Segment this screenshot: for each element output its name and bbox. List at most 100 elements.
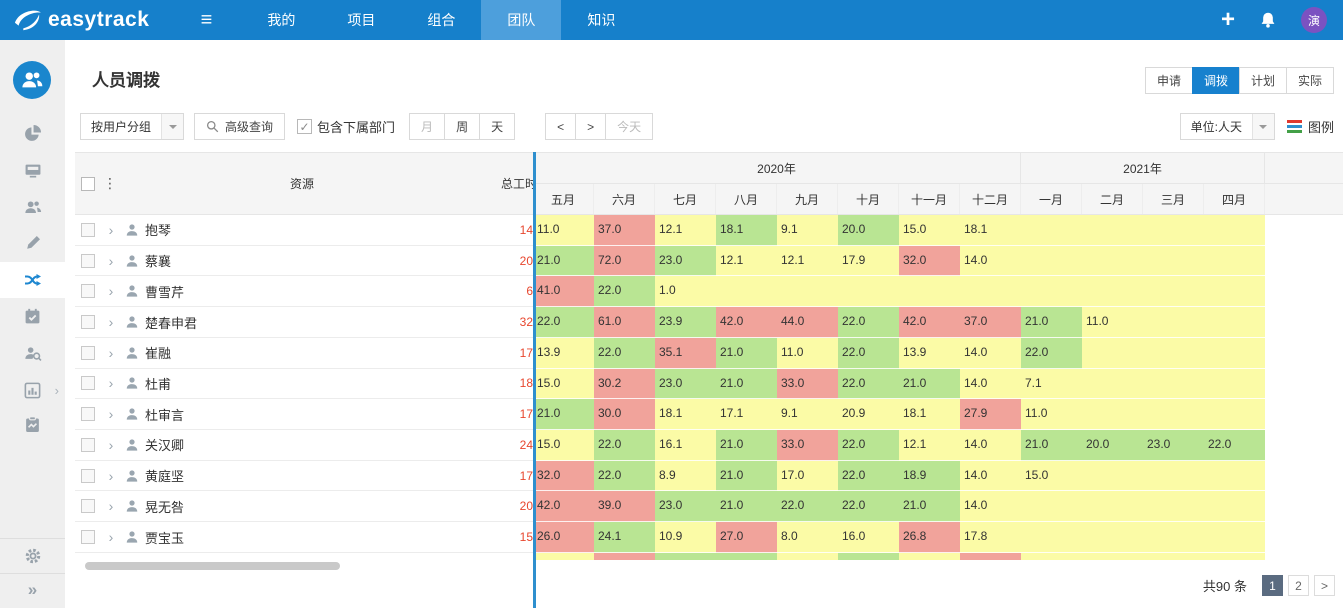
date-nav-button-1[interactable]: < — [545, 113, 577, 140]
date-nav-button-2[interactable]: > — [575, 113, 607, 140]
row-checkbox[interactable] — [81, 315, 95, 330]
sidebar-item-assessment[interactable] — [0, 406, 65, 442]
expand-chevron-icon[interactable]: › — [108, 406, 114, 423]
page-button-2[interactable]: 2 — [1288, 575, 1309, 596]
allocation-cell: 18.1 — [655, 399, 716, 431]
row-checkbox[interactable] — [81, 284, 95, 299]
column-menu-kebab-icon[interactable]: ⋮ — [103, 175, 117, 191]
sidebar-item-workbench[interactable] — [0, 152, 65, 188]
page-button-1[interactable]: 1 — [1262, 575, 1283, 596]
allocation-cell: 20.9 — [838, 399, 899, 431]
allocation-cell: 21.0 — [716, 491, 777, 523]
resource-row-left[interactable]: › 崔融 17 — [75, 338, 533, 369]
chevron-down-icon — [1251, 114, 1274, 139]
expand-chevron-icon[interactable]: › — [108, 498, 114, 515]
create-plus-icon[interactable]: + — [1220, 6, 1235, 33]
sidebar-item-schedule[interactable] — [0, 298, 65, 334]
resource-row-left[interactable]: › 黄庭坚 17 — [75, 461, 533, 492]
allocation-cell: 11.0 — [1082, 307, 1143, 338]
expand-chevron-icon[interactable]: › — [108, 467, 114, 484]
expand-chevron-icon[interactable]: › — [108, 436, 114, 453]
expand-chevron-icon[interactable]: › — [108, 283, 114, 300]
table-row: › 杜审言 17 21.0 30.0 18.1 17.1 9.1 20.9 18.1 27.9 11.… — [75, 399, 1343, 431]
select-all-checkbox[interactable] — [81, 176, 95, 191]
sidebar-item-collapse-sidebar[interactable]: » — [0, 572, 65, 608]
allocation-cell: 21.0 — [716, 460, 777, 492]
expand-chevron-icon[interactable]: › — [108, 314, 114, 331]
unit-value: 单位:人天 — [1190, 120, 1242, 134]
include-sub-dept-checkbox[interactable]: ✓ 包含下属部门 — [297, 117, 395, 136]
group-by-select[interactable]: 按用户分组 — [80, 113, 185, 140]
sidebar-item-team[interactable] — [0, 189, 65, 225]
view-tab-调拨[interactable]: 调拨 — [1191, 67, 1240, 94]
table-header-left: ⋮ 资源 总工时 — [75, 153, 533, 214]
view-tab-申请[interactable]: 申请 — [1144, 67, 1193, 94]
resource-row-left[interactable]: › 杜审言 17 — [75, 399, 533, 431]
expand-chevron-icon[interactable]: › — [108, 221, 114, 238]
resource-row-left[interactable]: › 关汉卿 24 — [75, 430, 533, 461]
nav-item-1[interactable]: 我的 — [267, 12, 296, 28]
unit-select[interactable]: 单位:人天 — [1179, 113, 1275, 140]
expand-chevron-icon[interactable]: › — [108, 529, 114, 546]
allocation-cell — [1082, 337, 1143, 369]
allocation-cell: 9.1 — [777, 215, 838, 246]
resource-row-left[interactable]: › 蔡襄 20 — [75, 246, 533, 277]
legend-label[interactable]: 图例 — [1307, 120, 1334, 135]
advanced-query-button[interactable]: 高级查询 — [194, 113, 286, 140]
resource-row-left[interactable]: › 杜甫 18 — [75, 369, 533, 400]
column-resize-divider[interactable] — [533, 152, 536, 608]
row-checkbox[interactable] — [81, 345, 95, 360]
row-checkbox[interactable] — [81, 253, 95, 268]
easytrack-logo[interactable]: easytrack — [0, 7, 149, 33]
resource-row-left[interactable]: › 抱琴 14 — [75, 215, 533, 246]
allocation-cell: 1.0 — [655, 276, 716, 308]
notifications-bell-icon[interactable] — [1259, 11, 1277, 29]
legend-icon[interactable] — [1286, 120, 1302, 133]
row-checkbox[interactable] — [81, 499, 95, 514]
nav-item-5[interactable]: 知识 — [587, 12, 616, 28]
period-button-3[interactable]: 天 — [479, 113, 516, 140]
person-icon — [121, 254, 143, 268]
resource-row-left[interactable]: › 贾宝玉 15 — [75, 522, 533, 553]
expand-chevron-icon[interactable]: › — [108, 252, 114, 269]
resource-row-left[interactable]: › 曹雪芹 6 — [75, 276, 533, 308]
date-nav-button-3[interactable]: 今天 — [605, 113, 654, 140]
horizontal-scrollbar-thumb[interactable] — [85, 562, 340, 570]
period-button-1[interactable]: 月 — [409, 113, 446, 140]
allocation-cell — [1143, 276, 1204, 308]
period-button-2[interactable]: 周 — [444, 113, 481, 140]
row-checkbox[interactable] — [81, 376, 95, 391]
table-row: › 杜甫 18 15.0 30.2 23.0 21.0 33.0 22.0 21.0 14.0 7.1 — [75, 368, 1343, 400]
total-hours-value: 17 — [519, 468, 533, 483]
row-checkbox[interactable] — [81, 437, 95, 452]
next-page-button[interactable]: > — [1314, 575, 1335, 596]
view-tab-计划[interactable]: 计划 — [1238, 67, 1287, 94]
resource-row-left[interactable]: › 晃无咎 20 — [75, 491, 533, 523]
allocation-cell: 21.0 — [1021, 430, 1082, 461]
resource-row-left[interactable]: › 楚春申君 32 — [75, 307, 533, 338]
nav-item-4[interactable]: 团队 — [481, 0, 562, 40]
person-icon — [121, 469, 143, 483]
nav-item-3[interactable]: 组合 — [427, 12, 456, 28]
row-checkbox[interactable] — [81, 222, 95, 237]
sidebar-item-planning[interactable] — [0, 225, 65, 261]
allocation-cell: 44.0 — [777, 307, 838, 338]
sidebar-item-dashboard[interactable] — [0, 115, 65, 151]
expand-chevron-icon[interactable]: › — [108, 344, 114, 361]
row-checkbox[interactable] — [81, 468, 95, 483]
nav-item-2[interactable]: 项目 — [347, 12, 376, 28]
user-avatar[interactable]: 演 — [1301, 7, 1327, 33]
row-checkbox[interactable] — [81, 407, 95, 422]
sidebar-item-settings[interactable] — [0, 538, 65, 574]
sidebar-item-reports[interactable]: › — [0, 372, 65, 408]
sidebar-item-resource-allocation[interactable] — [0, 262, 65, 298]
resource-name: 蔡襄 — [145, 254, 172, 270]
sidebar-item-user-query[interactable] — [0, 335, 65, 371]
row-checkbox[interactable] — [81, 530, 95, 545]
hamburger-menu-icon[interactable]: ≡ — [200, 8, 213, 31]
workspace-avatar-icon[interactable] — [13, 61, 51, 99]
expand-chevron-icon[interactable]: › — [108, 375, 114, 392]
view-tab-实际[interactable]: 实际 — [1285, 67, 1334, 94]
total-hours-value: 32 — [519, 315, 533, 330]
allocation-cell: 22.0 — [838, 430, 899, 461]
